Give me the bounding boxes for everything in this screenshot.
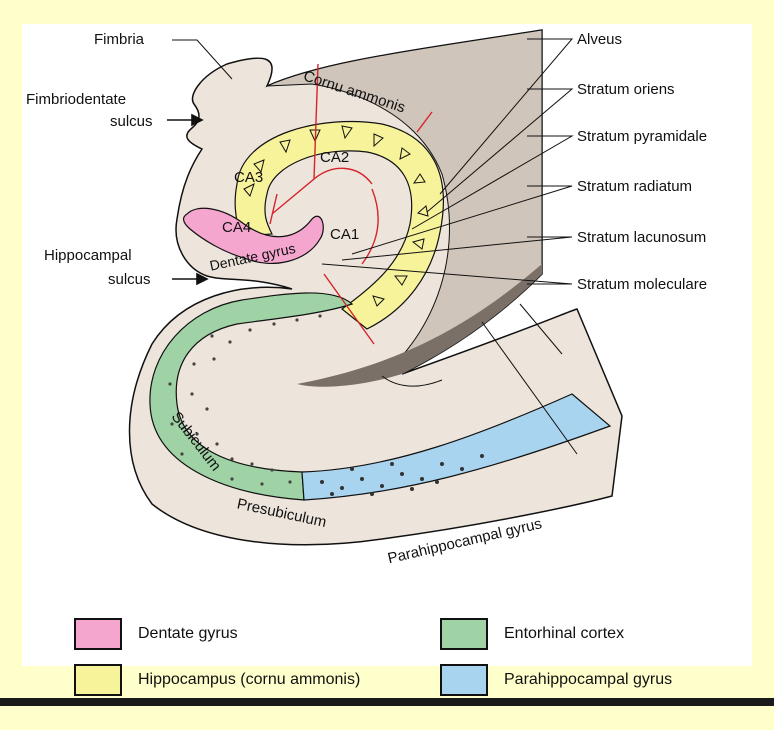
label-stratum-oriens: Stratum oriens [577, 81, 675, 98]
label-ca4: CA4 [222, 219, 251, 236]
bottom-bar [0, 698, 774, 706]
label-alveus: Alveus [577, 31, 622, 48]
pathway-arrows [269, 63, 433, 345]
label-ca2: CA2 [320, 149, 349, 166]
legend-swatch-entorhinal-cortex [440, 618, 488, 650]
legend-swatch-hippocampus [74, 664, 122, 696]
tissue-division-lines [381, 303, 578, 455]
legend-label-parahippocampal-gyrus: Parahippocampal gyrus [504, 671, 673, 688]
legend-label-dentate-gyrus: Dentate gyrus [138, 625, 238, 642]
label-stratum-moleculare: Stratum moleculare [577, 276, 707, 293]
label-fimbria: Fimbria [94, 31, 145, 48]
figure-panel: Fimbria Fimbriodentate sulcus Hippocampa… [22, 24, 752, 696]
dentate-gyrus-shape [183, 207, 324, 265]
leader-lines [172, 38, 574, 285]
parahippocampal-band [301, 393, 612, 501]
legend-label-hippocampus: Hippocampus (cornu ammonis) [138, 671, 361, 688]
legend: Dentate gyrus Entorhinal cortex Hippocam… [22, 610, 752, 730]
label-hippocampal-sulcus-line2: sulcus [108, 271, 151, 288]
legend-swatch-parahippocampal-gyrus [440, 664, 488, 696]
parahippocampal-stipple [320, 454, 484, 496]
legend-item-parahippocampal-gyrus: Parahippocampal gyrus [440, 664, 672, 696]
label-fimbriodentate-line1: Fimbriodentate [26, 91, 126, 108]
pyramidal-cell-markers [243, 125, 429, 307]
cornu-ammonis-band [234, 120, 444, 330]
sulcus-arrows [167, 113, 209, 286]
ventricle-shadow [297, 264, 542, 387]
label-ca3: CA3 [234, 169, 263, 186]
label-stratum-pyramidale: Stratum pyramidale [577, 128, 707, 145]
label-ca1: CA1 [330, 226, 359, 243]
label-hippocampal-sulcus-line1: Hippocampal [44, 247, 132, 264]
label-stratum-radiatum: Stratum radiatum [577, 178, 692, 195]
label-stratum-lacunosum: Stratum lacunosum [577, 229, 706, 246]
legend-item-dentate-gyrus: Dentate gyrus [74, 618, 238, 650]
legend-item-hippocampus: Hippocampus (cornu ammonis) [74, 664, 360, 696]
legend-label-entorhinal-cortex: Entorhinal cortex [504, 625, 625, 642]
legend-swatch-dentate-gyrus [74, 618, 122, 650]
hippocampus-diagram: Fimbria Fimbriodentate sulcus Hippocampa… [26, 29, 707, 567]
label-fimbriodentate-line2: sulcus [110, 113, 153, 130]
legend-item-entorhinal-cortex: Entorhinal cortex [440, 618, 624, 650]
entorhinal-stipple [168, 314, 322, 486]
